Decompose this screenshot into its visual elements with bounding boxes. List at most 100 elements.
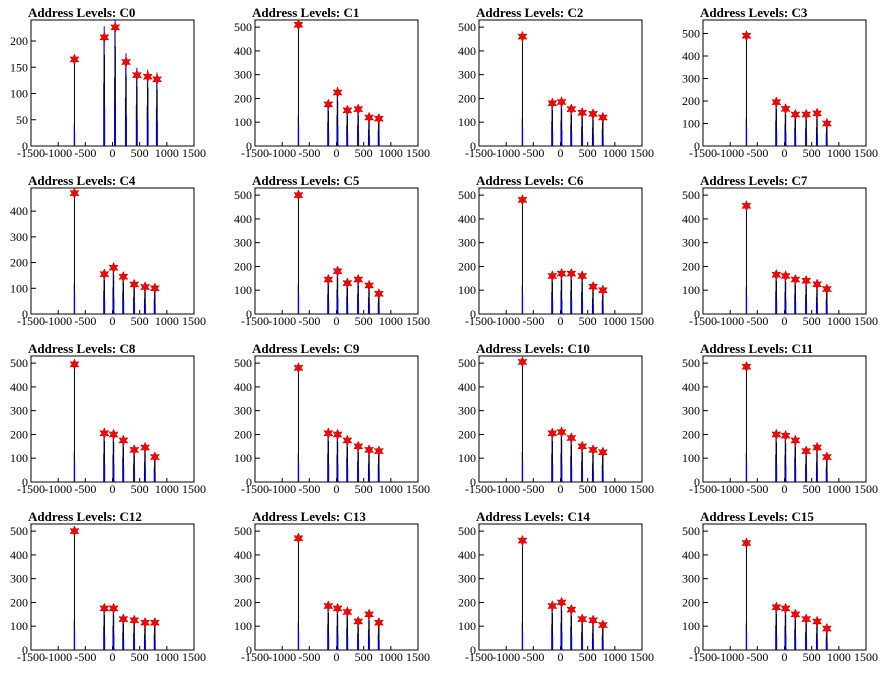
peak-marker bbox=[588, 444, 599, 456]
peak-marker bbox=[821, 117, 832, 130]
peak-marker bbox=[577, 440, 588, 453]
x-tick-label: -1000 bbox=[492, 146, 520, 160]
x-tick-label: -1500 bbox=[17, 650, 45, 664]
peak-marker bbox=[149, 451, 160, 463]
peak-marker bbox=[547, 600, 558, 612]
y-tick-label: 150 bbox=[10, 60, 28, 74]
y-tick-label: 0 bbox=[694, 139, 700, 153]
peak-marker bbox=[293, 362, 304, 374]
peak-marker bbox=[801, 445, 812, 457]
panel-c8: Address Levels: C80100200300400500-1500-… bbox=[10, 341, 206, 496]
peak-marker bbox=[741, 200, 752, 212]
y-tick-label: 0 bbox=[246, 139, 252, 153]
peak-marker bbox=[577, 613, 588, 625]
peak-marker bbox=[364, 111, 375, 124]
y-tick-label: 500 bbox=[10, 356, 28, 370]
y-tick-label: 300 bbox=[458, 572, 476, 586]
x-tick-label: 0 bbox=[110, 482, 116, 496]
y-tick-label: 200 bbox=[10, 427, 28, 441]
x-tick-label: 500 bbox=[355, 650, 373, 664]
peak-marker bbox=[812, 441, 823, 454]
x-tick-label: 0 bbox=[110, 146, 116, 160]
peak-marker bbox=[547, 97, 558, 110]
peak-marker bbox=[821, 622, 832, 635]
peak-marker bbox=[780, 602, 791, 615]
y-tick-label: 400 bbox=[234, 44, 252, 58]
y-tick-label: 400 bbox=[10, 204, 28, 218]
peak-marker bbox=[140, 616, 151, 629]
x-tick-label: -1500 bbox=[17, 482, 45, 496]
peak-marker bbox=[577, 270, 588, 282]
x-tick-label: 1500 bbox=[854, 146, 878, 160]
peak-marker bbox=[771, 268, 782, 281]
x-tick-label: 1000 bbox=[603, 314, 627, 328]
x-tick-label: 1000 bbox=[603, 146, 627, 160]
peak-marker bbox=[373, 445, 384, 457]
x-tick-label: 0 bbox=[110, 650, 116, 664]
y-tick-label: 100 bbox=[234, 451, 252, 465]
y-tick-label: 400 bbox=[10, 380, 28, 394]
x-tick-label: -500 bbox=[298, 314, 320, 328]
x-tick-label: -1500 bbox=[689, 482, 717, 496]
x-tick-label: -1000 bbox=[492, 482, 520, 496]
x-tick-label: -1500 bbox=[689, 314, 717, 328]
y-tick-label: 0 bbox=[470, 307, 476, 321]
x-tick-label: -1500 bbox=[17, 314, 45, 328]
y-tick-label: 500 bbox=[458, 188, 476, 202]
x-tick-label: -1000 bbox=[268, 650, 296, 664]
x-tick-label: -500 bbox=[522, 482, 544, 496]
y-tick-label: 300 bbox=[234, 572, 252, 586]
x-tick-label: 0 bbox=[782, 650, 788, 664]
y-tick-label: 400 bbox=[10, 548, 28, 562]
x-tick-label: 1000 bbox=[379, 314, 403, 328]
y-tick-label: 200 bbox=[458, 259, 476, 273]
x-tick-label: 0 bbox=[558, 146, 564, 160]
x-tick-label: -500 bbox=[74, 482, 96, 496]
peak-marker bbox=[547, 427, 558, 440]
x-tick-label: 1500 bbox=[854, 314, 878, 328]
panel-title: Address Levels: C1 bbox=[252, 5, 359, 20]
peak-marker bbox=[342, 104, 353, 117]
y-tick-label: 200 bbox=[458, 595, 476, 609]
x-tick-label: -1000 bbox=[492, 314, 520, 328]
x-tick-label: -500 bbox=[298, 482, 320, 496]
y-tick-label: 400 bbox=[682, 548, 700, 562]
peak-marker bbox=[69, 187, 80, 199]
x-tick-label: 500 bbox=[803, 650, 821, 664]
x-tick-label: -1000 bbox=[716, 314, 744, 328]
x-tick-label: 0 bbox=[334, 650, 340, 664]
peak-marker bbox=[597, 284, 608, 297]
panel-title: Address Levels: C5 bbox=[252, 173, 360, 188]
x-tick-label: 0 bbox=[782, 482, 788, 496]
x-tick-label: 0 bbox=[558, 314, 564, 328]
x-tick-label: 500 bbox=[803, 314, 821, 328]
x-tick-label: -1500 bbox=[241, 650, 269, 664]
y-tick-label: 300 bbox=[682, 404, 700, 418]
x-tick-label: -500 bbox=[74, 146, 96, 160]
x-tick-label: 1500 bbox=[182, 314, 206, 328]
peak-marker bbox=[140, 441, 151, 454]
y-tick-label: 500 bbox=[458, 356, 476, 370]
peak-marker bbox=[149, 616, 160, 629]
peak-marker bbox=[332, 265, 343, 278]
peak-marker bbox=[108, 261, 119, 274]
x-tick-label: -500 bbox=[74, 314, 96, 328]
peak-marker bbox=[99, 31, 110, 44]
peak-marker bbox=[812, 278, 823, 291]
y-tick-label: 100 bbox=[458, 451, 476, 465]
peak-marker bbox=[110, 21, 121, 34]
x-tick-label: 500 bbox=[803, 146, 821, 160]
x-tick-label: 500 bbox=[803, 482, 821, 496]
y-tick-label: 500 bbox=[458, 20, 476, 34]
x-tick-label: 0 bbox=[782, 146, 788, 160]
peak-marker bbox=[517, 194, 528, 206]
y-tick-label: 100 bbox=[10, 619, 28, 633]
x-tick-label: 0 bbox=[110, 314, 116, 328]
panel-title: Address Levels: C4 bbox=[28, 173, 136, 188]
panel-c13: Address Levels: C13 0 100 200 300 400 500 -1500… bbox=[234, 509, 430, 664]
x-tick-label: -1000 bbox=[44, 482, 72, 496]
y-tick-label: 0 bbox=[470, 139, 476, 153]
y-tick-label: 300 bbox=[682, 236, 700, 250]
panel-title: Address Levels: C7 bbox=[700, 173, 808, 188]
